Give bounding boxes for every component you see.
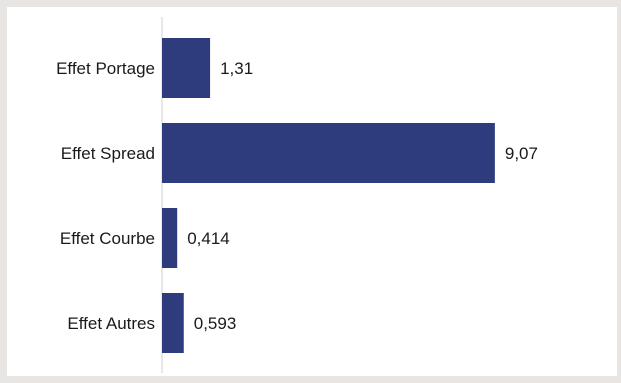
- category-label: Effet Spread: [61, 144, 155, 163]
- chart-frame: Effet Portage 1,31 Effet Spread 9,07 Effet C…: [7, 7, 617, 376]
- value-label: 0,414: [187, 229, 230, 248]
- category-label: Effet Courbe: [60, 229, 155, 248]
- value-label: 0,593: [194, 314, 237, 333]
- value-label: 1,31: [220, 59, 253, 78]
- bar-effet-autres: [162, 293, 184, 353]
- bar-effet-portage: [162, 38, 211, 98]
- category-label: Effet Autres: [67, 314, 155, 333]
- bar-effet-courbe: [162, 208, 178, 268]
- category-label: Effet Portage: [56, 59, 155, 78]
- bar-effet-spread: [162, 123, 495, 183]
- value-label: 9,07: [505, 144, 538, 163]
- bar-chart: Effet Portage 1,31 Effet Spread 9,07 Effet C…: [56, 17, 538, 373]
